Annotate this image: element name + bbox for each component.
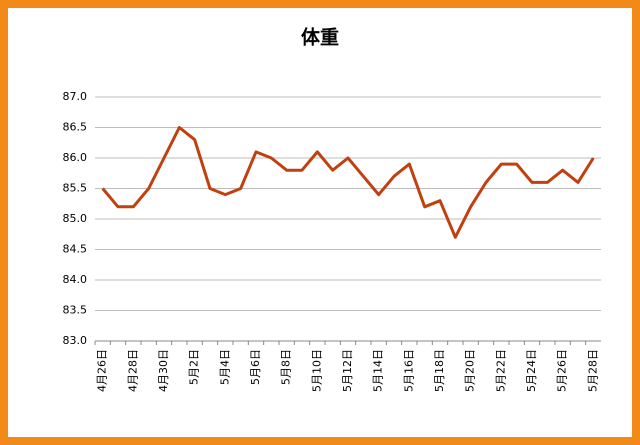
y-tick-label: 83.0 (63, 334, 88, 347)
x-tick-label: 5月14日 (372, 349, 385, 392)
x-tick-label: 4月28日 (126, 349, 139, 392)
chart-title: 体重 (301, 26, 339, 49)
x-tick-label: 4月26日 (96, 349, 109, 392)
y-tick-label: 83.5 (63, 304, 88, 317)
y-tick-label: 87.0 (63, 90, 88, 103)
y-tick-label: 86.0 (63, 151, 88, 164)
x-tick-label: 5月8日 (280, 349, 293, 385)
x-tick-label: 5月22日 (494, 349, 507, 392)
y-tick-label: 85.0 (63, 212, 88, 225)
x-tick-label: 5月2日 (188, 349, 201, 385)
x-tick-label: 5月20日 (464, 349, 477, 392)
x-tick-label: 5月26日 (556, 349, 569, 392)
y-tick-label: 85.5 (63, 182, 88, 195)
x-tick-label: 5月28日 (586, 349, 599, 392)
x-tick-label: 5月10日 (310, 349, 323, 392)
line-series (101, 126, 595, 239)
x-tick-label: 4月30日 (157, 349, 170, 392)
x-tick-label: 5月12日 (341, 349, 354, 392)
x-tick-label: 5月24日 (525, 349, 538, 392)
y-tick-label: 86.5 (63, 121, 88, 134)
x-tick-label: 5月16日 (402, 349, 415, 392)
x-tick-label: 5月18日 (433, 349, 446, 392)
x-tick-label: 5月4日 (218, 349, 231, 385)
y-tick-label: 84.0 (63, 273, 88, 286)
y-tick-label: 84.5 (63, 243, 88, 256)
x-tick-label: 5月6日 (249, 349, 262, 385)
